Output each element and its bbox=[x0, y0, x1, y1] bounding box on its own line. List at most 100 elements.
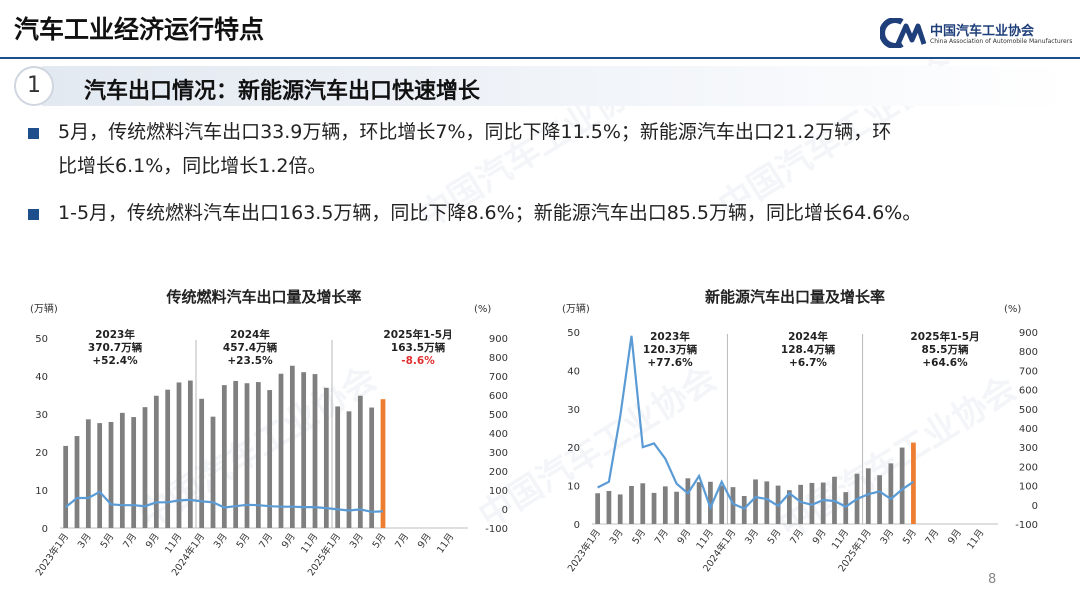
bar-mark bbox=[595, 493, 601, 524]
y-tick-label: 50 bbox=[35, 334, 48, 345]
bar-mark bbox=[233, 380, 239, 528]
x-tick-label: 11月 bbox=[299, 531, 320, 555]
bar-mark bbox=[187, 380, 193, 528]
y2-tick-label: 600 bbox=[1019, 386, 1038, 397]
bar-mark bbox=[74, 436, 80, 528]
y2-tick-label: 700 bbox=[489, 372, 508, 383]
chart-title: 新能源汽车出口量及增长率 bbox=[705, 288, 885, 306]
x-tick-label: 3月 bbox=[608, 527, 626, 546]
bar-mark bbox=[685, 478, 691, 524]
y2-tick-label: 900 bbox=[1019, 328, 1038, 339]
x-tick-label: 7月 bbox=[788, 527, 806, 546]
x-tick-label: 2023年1月 bbox=[33, 531, 71, 578]
bar-mark bbox=[651, 492, 657, 524]
bar-mark bbox=[210, 416, 216, 528]
annotation-label: +64.6% bbox=[922, 357, 968, 369]
y-axis-unit-label: (万辆) bbox=[562, 302, 590, 315]
nev-export-chart: 新能源汽车出口量及增长率 (万辆) (%) 0 10 20 30 40 50 -100 0 100 20… bbox=[540, 282, 1070, 596]
bar-mark bbox=[798, 484, 804, 524]
bar-mark bbox=[764, 481, 770, 524]
annotation-label: +52.4% bbox=[92, 355, 138, 367]
y2-tick-label: -100 bbox=[1015, 520, 1038, 531]
caam-logo: 中国汽车工业协会 China Association of Automobile… bbox=[879, 17, 1072, 52]
chart-svg: 新能源汽车出口量及增长率 (万辆) (%) 0 10 20 30 40 50 -100 0 100 20… bbox=[562, 288, 1038, 574]
x-tick-label: 11月 bbox=[830, 527, 851, 551]
bar-mark bbox=[369, 407, 375, 528]
bar-mark bbox=[606, 490, 612, 524]
y2-tick-label: -100 bbox=[485, 524, 508, 535]
y-tick-label: 40 bbox=[567, 366, 580, 377]
bar-mark bbox=[244, 383, 250, 528]
y2-tick-label: 500 bbox=[489, 410, 508, 421]
y2-tick-label: 800 bbox=[1019, 347, 1038, 358]
y2-tick-label: 200 bbox=[1019, 462, 1038, 473]
x-tick-label: 9月 bbox=[946, 527, 964, 546]
bar-mark bbox=[63, 445, 69, 528]
x-tick-label: 5月 bbox=[766, 527, 784, 546]
bar-mark bbox=[640, 483, 646, 524]
bullet-line: 比增长6.1%，同比增长1.2倍。 bbox=[58, 155, 327, 177]
bar-mark bbox=[719, 485, 725, 524]
x-tick-label: 11月 bbox=[163, 531, 184, 555]
y2-tick-label: 500 bbox=[1019, 405, 1038, 416]
x-tick-label: 2023年1月 bbox=[565, 527, 603, 574]
annotation-label: 163.5万辆 bbox=[391, 341, 446, 354]
x-tick-label: 7月 bbox=[393, 531, 411, 550]
bar-mark bbox=[629, 485, 634, 524]
traditional-fuel-export-chart: 传统燃料汽车出口量及增长率 (万辆) (%) 0 10 20 30 40 50 -100 0 100 2… bbox=[0, 282, 530, 596]
y-tick-label: 20 bbox=[567, 443, 580, 454]
y2-axis-unit-label: (%) bbox=[474, 304, 491, 315]
x-tick-label: 5月 bbox=[630, 527, 648, 546]
y-tick-label: 0 bbox=[574, 520, 580, 531]
x-tick-label: 7月 bbox=[653, 527, 671, 546]
bullet-line: 1-5月，传统燃料汽车出口163.5万辆，同比下降8.6%；新能源汽车出口85.… bbox=[58, 202, 922, 224]
chart-svg: 传统燃料汽车出口量及增长率 (万辆) (%) 0 10 20 30 40 50 -100 0 100 2… bbox=[30, 288, 508, 578]
x-tick-label: 11月 bbox=[694, 527, 715, 551]
annotation-label: 2024年 bbox=[788, 330, 828, 343]
bar-mark bbox=[865, 468, 871, 524]
annotation-label: -8.6% bbox=[401, 355, 435, 367]
bar-mark bbox=[753, 479, 758, 524]
x-tick-label: 11月 bbox=[965, 527, 986, 551]
bar-mark bbox=[301, 372, 307, 528]
bar-mark bbox=[289, 365, 295, 528]
chart-title: 传统燃料汽车出口量及增长率 bbox=[165, 288, 361, 306]
page-number: 8 bbox=[988, 572, 997, 587]
bar-mark bbox=[696, 482, 702, 524]
bar-mark bbox=[662, 486, 668, 524]
x-tick-label: 9月 bbox=[675, 527, 693, 546]
bar-mark bbox=[809, 482, 815, 524]
bar-mark bbox=[899, 447, 905, 524]
bullet-text: 5月，传统燃料汽车出口33.9万辆，环比增长7%，同比下降11.5%；新能源汽车… bbox=[58, 115, 1068, 183]
bar-mark bbox=[786, 490, 792, 524]
growth-rate-line bbox=[597, 335, 915, 511]
bar-mark bbox=[267, 390, 273, 528]
y-tick-label: 0 bbox=[42, 524, 48, 535]
y2-tick-label: 100 bbox=[1019, 482, 1038, 493]
x-tick-label: 3月 bbox=[348, 531, 366, 550]
bar-mark bbox=[176, 382, 182, 528]
x-tick-label: 3月 bbox=[76, 531, 94, 550]
header-rule bbox=[0, 57, 1080, 59]
annotation-label: 457.4万辆 bbox=[223, 341, 278, 354]
bullet-line: 5月，传统燃料汽车出口33.9万辆，环比增长7%，同比下降11.5%；新能源汽车… bbox=[58, 121, 892, 143]
y2-tick-label: 400 bbox=[1019, 424, 1038, 435]
bar-mark bbox=[97, 423, 103, 528]
x-tick-label: 11月 bbox=[435, 531, 456, 555]
bar-mark bbox=[221, 385, 227, 528]
bar-mark bbox=[199, 398, 205, 528]
x-tick-label: 3月 bbox=[878, 527, 896, 546]
bar-mark bbox=[911, 442, 916, 524]
bar-mark bbox=[85, 419, 91, 528]
y2-tick-label: 300 bbox=[1019, 443, 1038, 454]
y-tick-label: 30 bbox=[567, 405, 580, 416]
bar-mark bbox=[674, 491, 679, 524]
y-tick-label: 20 bbox=[35, 448, 48, 459]
y2-tick-label: 0 bbox=[502, 505, 508, 516]
y-tick-label: 30 bbox=[35, 410, 48, 421]
x-tick-label: 5月 bbox=[901, 527, 919, 546]
x-tick-label: 3月 bbox=[743, 527, 761, 546]
bar-mark bbox=[108, 421, 114, 528]
bar-mark bbox=[142, 407, 148, 528]
bar-mark bbox=[380, 399, 386, 528]
